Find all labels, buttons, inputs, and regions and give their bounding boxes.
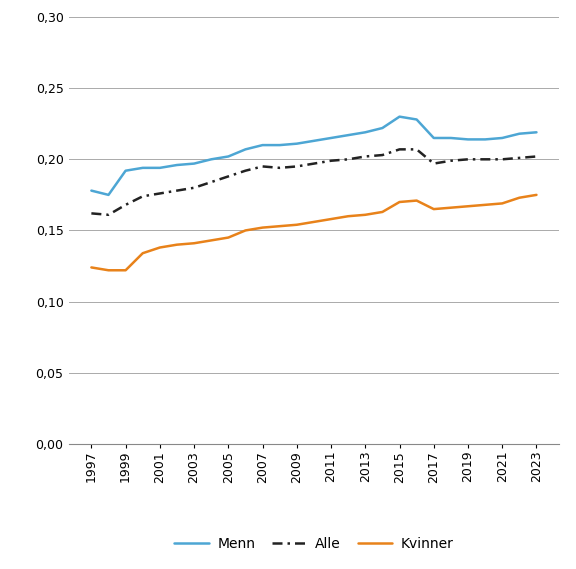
Alle (482, 156, 488, 163)
Alle (293, 163, 300, 170)
Kvinner (482, 201, 488, 208)
Alle (379, 152, 386, 159)
Menn (191, 160, 198, 167)
Alle (516, 155, 523, 162)
Menn (499, 135, 506, 142)
Alle (310, 160, 317, 167)
Legend: Menn, Alle, Kvinner: Menn, Alle, Kvinner (169, 531, 459, 556)
Menn (533, 129, 540, 136)
Alle (328, 158, 335, 164)
Menn (379, 125, 386, 131)
Kvinner (157, 244, 164, 251)
Menn (276, 142, 283, 149)
Menn (430, 135, 437, 142)
Menn (413, 116, 420, 123)
Kvinner (242, 227, 249, 234)
Kvinner (516, 195, 523, 201)
Menn (362, 129, 369, 136)
Alle (362, 153, 369, 160)
Alle (464, 156, 471, 163)
Menn (516, 130, 523, 137)
Line: Kvinner: Kvinner (92, 195, 536, 270)
Kvinner (225, 234, 232, 241)
Menn (396, 113, 403, 120)
Alle (430, 160, 437, 167)
Alle (173, 187, 180, 194)
Menn (344, 132, 351, 139)
Kvinner (499, 200, 506, 207)
Kvinner (533, 192, 540, 199)
Kvinner (208, 237, 215, 244)
Menn (173, 162, 180, 168)
Alle (88, 210, 95, 217)
Kvinner (344, 213, 351, 220)
Menn (328, 135, 335, 142)
Alle (191, 184, 198, 191)
Menn (88, 187, 95, 194)
Kvinner (293, 221, 300, 228)
Kvinner (464, 203, 471, 210)
Menn (464, 136, 471, 143)
Kvinner (173, 241, 180, 248)
Kvinner (191, 240, 198, 247)
Alle (344, 156, 351, 163)
Kvinner (310, 218, 317, 225)
Line: Alle: Alle (92, 150, 536, 215)
Alle (396, 146, 403, 153)
Alle (276, 164, 283, 171)
Menn (448, 135, 454, 142)
Kvinner (139, 250, 146, 257)
Menn (242, 146, 249, 153)
Alle (208, 179, 215, 185)
Alle (448, 158, 454, 164)
Alle (499, 156, 506, 163)
Menn (139, 164, 146, 171)
Alle (259, 163, 266, 170)
Menn (208, 156, 215, 163)
Alle (157, 190, 164, 197)
Kvinner (88, 264, 95, 271)
Alle (225, 173, 232, 180)
Alle (139, 193, 146, 200)
Menn (482, 136, 488, 143)
Kvinner (105, 267, 112, 274)
Menn (225, 153, 232, 160)
Alle (413, 146, 420, 153)
Alle (242, 167, 249, 174)
Alle (105, 212, 112, 218)
Menn (259, 142, 266, 149)
Menn (157, 164, 164, 171)
Kvinner (430, 206, 437, 213)
Kvinner (396, 199, 403, 205)
Kvinner (413, 197, 420, 204)
Alle (122, 201, 129, 208)
Menn (293, 141, 300, 147)
Line: Menn: Menn (92, 117, 536, 195)
Kvinner (328, 216, 335, 222)
Kvinner (362, 212, 369, 218)
Kvinner (379, 209, 386, 216)
Kvinner (276, 223, 283, 230)
Menn (122, 167, 129, 174)
Menn (310, 138, 317, 145)
Kvinner (122, 267, 129, 274)
Alle (533, 153, 540, 160)
Menn (105, 192, 112, 199)
Kvinner (259, 224, 266, 231)
Kvinner (448, 204, 454, 211)
